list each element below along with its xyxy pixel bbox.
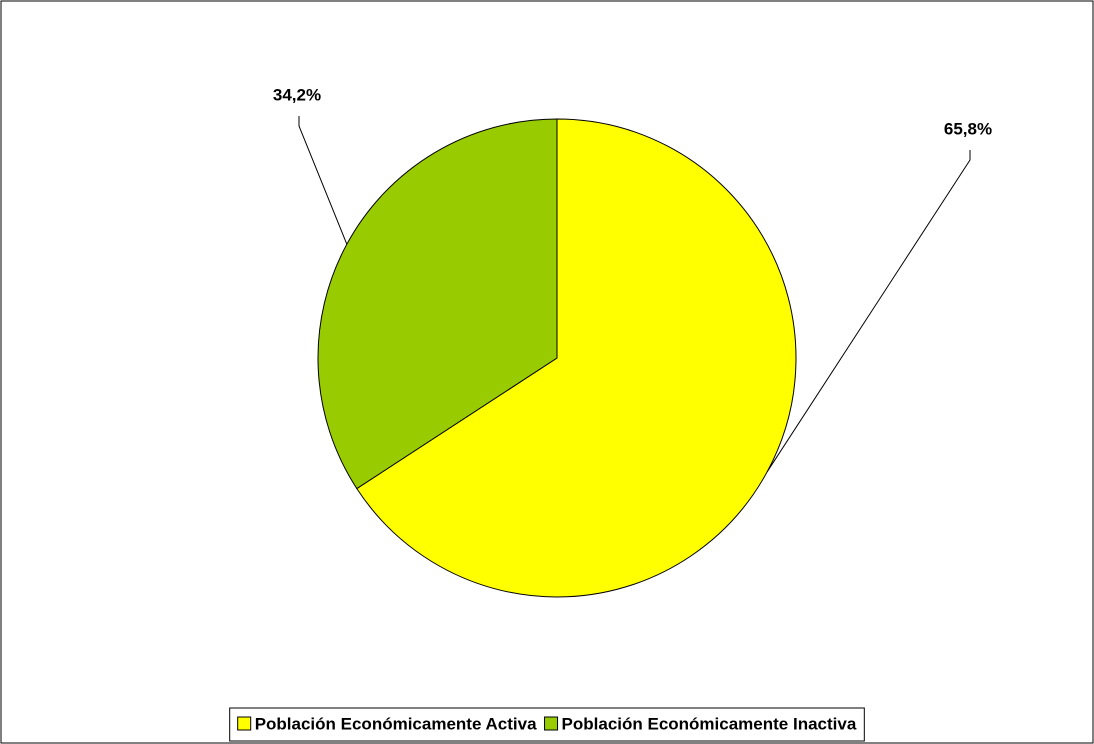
legend-label: Población Económicamente Activa xyxy=(255,714,537,733)
pie-slice xyxy=(356,118,797,598)
legend-label: Población Económicamente Inactiva xyxy=(562,714,857,733)
legend-swatch xyxy=(544,716,559,731)
data-label: 65,8% xyxy=(944,119,992,138)
legend-swatch xyxy=(237,716,252,731)
leader-line xyxy=(766,150,971,473)
data-label: 34,2% xyxy=(273,85,321,104)
leader-line xyxy=(298,116,348,245)
pie-slice xyxy=(317,118,558,490)
